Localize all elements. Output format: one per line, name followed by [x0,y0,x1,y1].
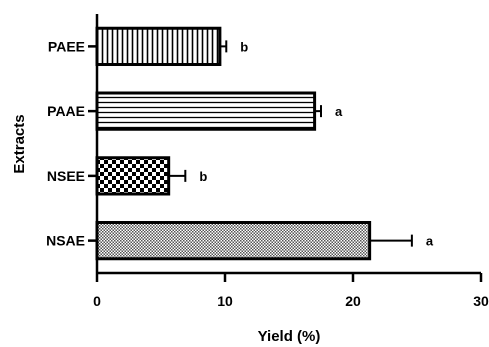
x-axis-title: Yield (%) [258,328,321,345]
y-axis-title: Extracts [11,114,28,173]
y-tick-label-paae: PAAE [47,103,85,119]
significance-label-paee: b [240,39,248,54]
x-tick-label: 30 [473,293,489,309]
bar-paee [95,26,222,67]
y-tick-label-paee: PAEE [48,38,85,54]
x-tick-label: 10 [217,293,233,309]
significance-label-paae: a [335,104,343,119]
bar-paae [95,91,317,131]
bar-nsee [95,156,171,196]
significance-label-nsee: b [199,169,207,184]
x-tick-label: 20 [345,293,361,309]
bar-nsae [95,220,372,261]
x-tick-label: 0 [93,293,101,309]
y-tick-label-nsee: NSEE [47,168,85,184]
significance-label-nsae: a [426,234,434,249]
y-tick-label-nsae: NSAE [46,233,85,249]
